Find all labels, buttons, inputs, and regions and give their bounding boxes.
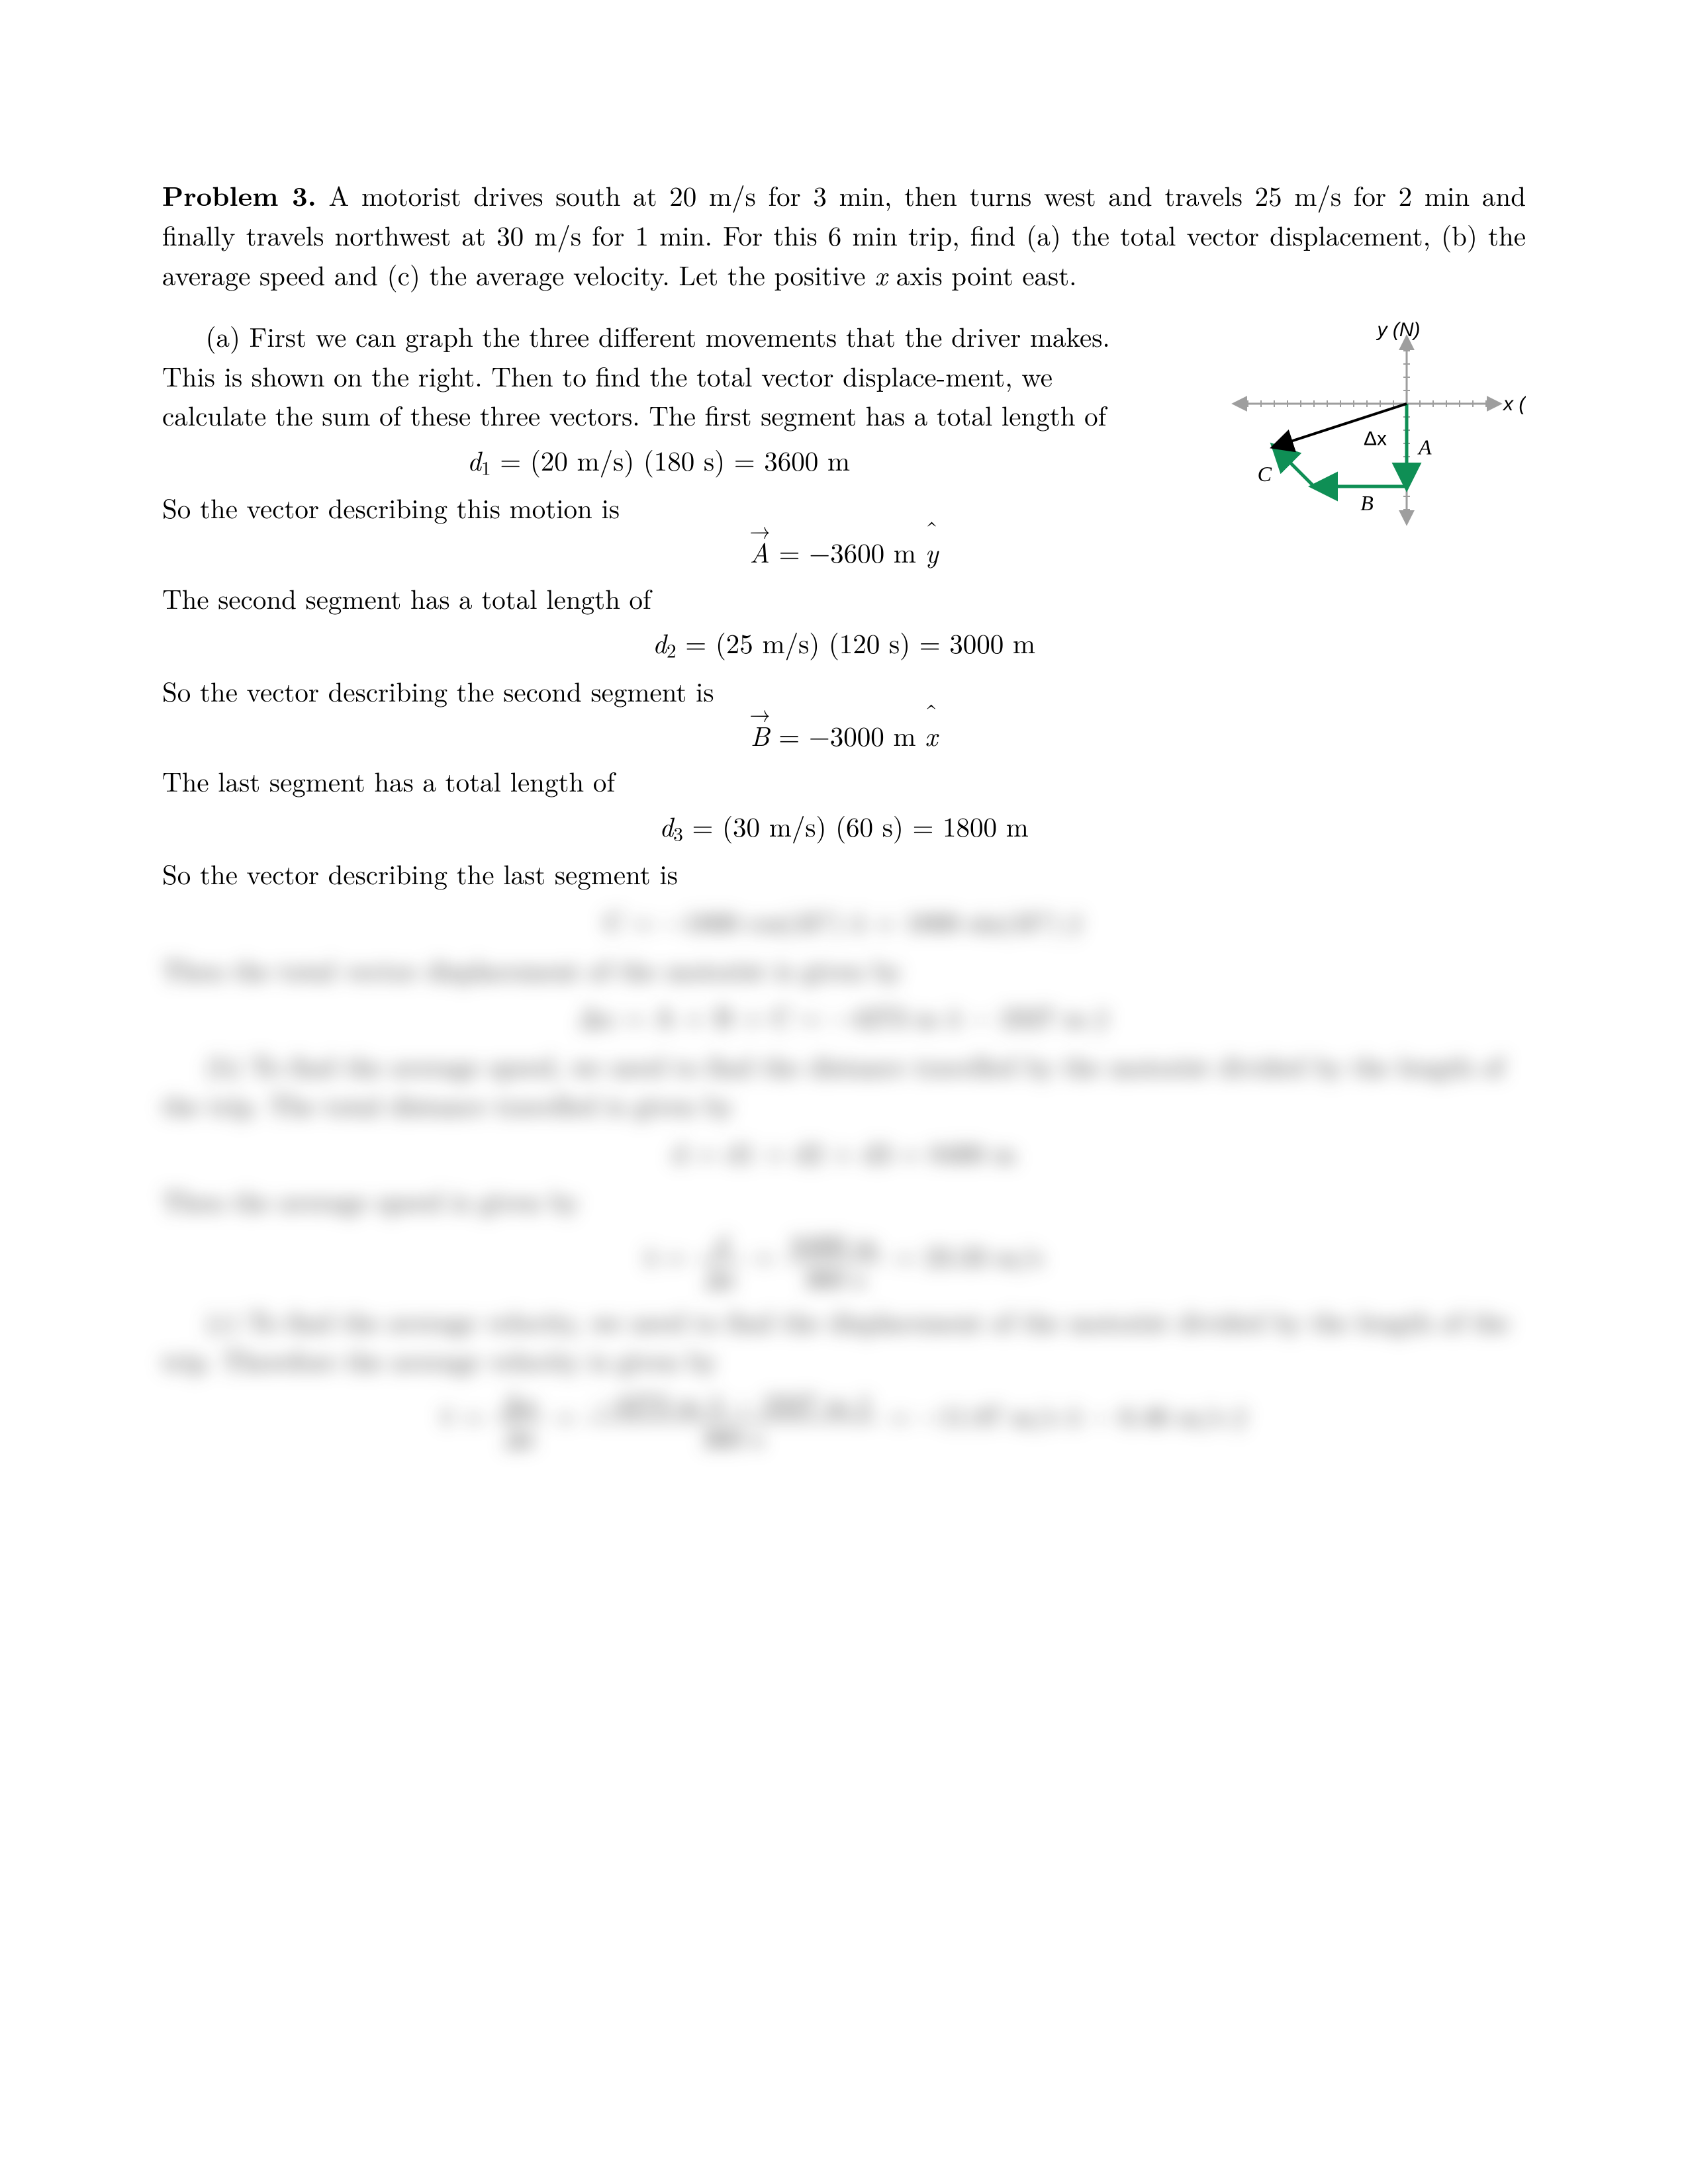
frac-v-1: Δx Δt	[493, 1388, 546, 1451]
blur-line-4: (c) To find the average velocity, we nee…	[162, 1301, 1526, 1380]
eq-d2-rhs: = (25 m/s) (120 s) = 3000 m	[677, 623, 1035, 661]
frac-sbar-2-num: 8400 m	[786, 1228, 883, 1261]
frac-v-2-num: −4273 m x̂ − 2327 m ŷ	[588, 1388, 877, 1420]
svg-text:x (E): x (E)	[1502, 393, 1526, 415]
eq-dx-blur: Δx = A + B + C = −4273 m x̂ − 2327 m ŷ	[162, 997, 1526, 1036]
svg-text:Δx: Δx	[1364, 428, 1387, 450]
vector-diagram-svg: y (N) x (E) A B C Δx	[1195, 318, 1526, 556]
eq-d2-sub: 2	[667, 636, 677, 664]
svg-text:y (N): y (N)	[1376, 319, 1421, 341]
part-a-intro-4: So the vector describing the second segm…	[162, 671, 1526, 710]
frac-v-2-den: 360 s	[588, 1420, 877, 1451]
blur-line-2: (b) To find the average speed, we need t…	[162, 1046, 1526, 1124]
eq-d-blur: d = d1 + d2 + d3 = 8400 m	[162, 1132, 1526, 1171]
frac-sbar-2: 8400 m 360 s	[784, 1228, 886, 1292]
eq-d3-sub: 3	[673, 819, 683, 846]
eq-C-blur: C = −1800 cos(45°) x̂ + 1800 sin(45°) ŷ	[162, 901, 1526, 940]
eq-v-mid: =	[555, 1395, 586, 1433]
eq-B-rhs: = −3000 m	[770, 715, 925, 754]
eq-d1: d1 = (20 m/s) (180 s) = 3600 m	[162, 440, 1155, 481]
blurred-region: C = −1800 cos(45°) x̂ + 1800 sin(45°) ŷ …	[162, 901, 1526, 1451]
svg-text:C: C	[1258, 462, 1272, 486]
eq-d2-var: d	[653, 623, 667, 661]
part-a-intro-1: (a) First we can graph the three differe…	[162, 316, 1155, 434]
eq-B-unit: x	[925, 715, 937, 754]
eq-v-blur: v̄ = Δx Δt = −4273 m x̂ − 2327 m ŷ 360 s…	[162, 1388, 1526, 1451]
part-a-intro-3: The second segment has a total length of	[162, 578, 1526, 617]
problem-label: Problem 3.	[162, 176, 316, 214]
blur-line-3: Then the average speed is given by	[162, 1181, 1526, 1220]
problem-statement: Problem 3. A motorist drives south at 20…	[162, 175, 1526, 294]
svg-text:A: A	[1417, 435, 1432, 459]
eq-B-var: B	[751, 715, 770, 754]
part-a-intro-2: So the vector describing this motion is	[162, 488, 1155, 527]
part-a-intro-6: So the vector describing the last segmen…	[162, 854, 1526, 893]
part-a-intro-5: The last segment has a total length of	[162, 761, 1526, 800]
frac-sbar-2-den: 360 s	[786, 1261, 883, 1292]
page: Problem 3. A motorist drives south at 20…	[0, 0, 1688, 2184]
svg-text:B: B	[1360, 491, 1374, 515]
eq-sbar-rhs: = 23.33 m/s	[894, 1236, 1042, 1274]
eq-sbar-lhs: s̄ =	[645, 1236, 695, 1274]
frac-sbar-1-den: Δt	[698, 1261, 742, 1292]
eq-sbar-mid: =	[753, 1236, 784, 1274]
eq-A-unit: y	[925, 532, 939, 571]
eq-d3-rhs: = (30 m/s) (60 s) = 1800 m	[683, 806, 1029, 844]
eq-B: B = −3000 m x	[162, 715, 1526, 754]
eq-A-rhs: = −3600 m	[770, 532, 925, 570]
frac-v-1-num: Δx	[496, 1388, 543, 1420]
eq-sbar-blur: s̄ = d Δt = 8400 m 360 s = 23.33 m/s	[162, 1228, 1526, 1292]
problem-statement-text: A motorist drives south at 20 m/s for 3 …	[162, 175, 1526, 293]
vector-diagram: y (N) x (E) A B C Δx	[1195, 318, 1526, 556]
eq-v-rhs: = −11.87 m/s x̂ − 6.46 m/s ŷ	[889, 1395, 1248, 1433]
eq-d3: d3 = (30 m/s) (60 s) = 1800 m	[162, 806, 1526, 847]
eq-d2: d2 = (25 m/s) (120 s) = 3000 m	[162, 623, 1526, 664]
frac-sbar-1: d Δt	[696, 1228, 745, 1292]
eq-A-var: A	[750, 532, 770, 571]
frac-sbar-1-num: d	[698, 1228, 742, 1261]
eq-d3-var: d	[659, 806, 673, 844]
eq-v-lhs: v̄ =	[440, 1395, 493, 1433]
eq-d1-var: d	[467, 440, 481, 478]
eq-d1-rhs: = (20 m/s) (180 s) = 3600 m	[491, 440, 850, 478]
eq-d1-sub: 1	[481, 453, 491, 480]
blur-line-1: Then the total vector displacement of th…	[162, 950, 1526, 989]
frac-v-1-den: Δt	[496, 1420, 543, 1451]
frac-v-2: −4273 m x̂ − 2327 m ŷ 360 s	[585, 1388, 880, 1451]
